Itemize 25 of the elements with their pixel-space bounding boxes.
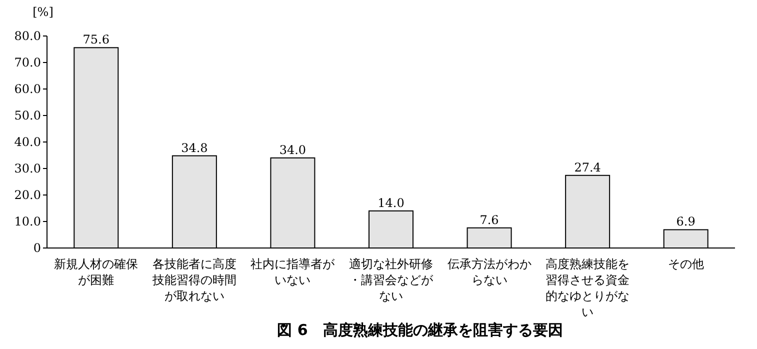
y-tick-label: 60.0 xyxy=(14,82,41,96)
data-label: 27.4 xyxy=(574,160,602,174)
text: 図 6 高度熟練技能の継承を阻害する要因 xyxy=(277,321,563,339)
x-tick-label: 各技能者に高度技能習得の時間が取れない xyxy=(151,257,236,303)
y-tick-label: 70.0 xyxy=(14,56,41,70)
y-axis-title: [%] xyxy=(32,5,54,19)
x-tick-label: その他 xyxy=(668,257,704,271)
x-tick-label: 社内に指導者がいない xyxy=(250,257,336,287)
x-tick-label: 新規人材の確保が困難 xyxy=(54,257,138,287)
data-label: 75.6 xyxy=(82,32,110,47)
y-tick-label: 0 xyxy=(33,241,41,255)
data-label: 14.0 xyxy=(378,196,404,210)
y-tick-label: 20.0 xyxy=(14,188,41,202)
y-tick-label: 50.0 xyxy=(14,108,41,122)
x-tick-label: 適切な社外研修・講習会などがない xyxy=(349,257,434,303)
data-label: 34.0 xyxy=(279,142,306,157)
x-tick-label: 高度熟練技能を習得させる資金的なゆとりがない xyxy=(546,257,630,319)
y-tick-label: 40.0 xyxy=(14,135,41,149)
data-label: 6.9 xyxy=(676,214,696,229)
y-tick-label: 10.0 xyxy=(14,214,41,228)
y-tick-label: 80.0 xyxy=(14,29,41,43)
data-label: 7.6 xyxy=(480,212,499,227)
data-label: 34.8 xyxy=(181,140,208,155)
x-tick-label: 伝承方法がわからない xyxy=(447,257,532,287)
y-tick-label: 30.0 xyxy=(14,162,41,176)
